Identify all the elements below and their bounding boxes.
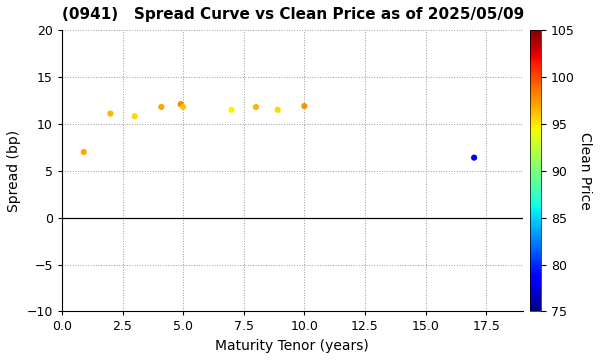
Point bbox=[251, 104, 260, 110]
X-axis label: Maturity Tenor (years): Maturity Tenor (years) bbox=[215, 339, 369, 353]
Point bbox=[130, 113, 139, 119]
Point bbox=[157, 104, 166, 110]
Point bbox=[227, 107, 236, 113]
Point bbox=[106, 111, 115, 116]
Text: (0941)   Spread Curve vs Clean Price as of 2025/05/09: (0941) Spread Curve vs Clean Price as of… bbox=[62, 7, 524, 22]
Y-axis label: Clean Price: Clean Price bbox=[578, 132, 592, 210]
Y-axis label: Spread (bp): Spread (bp) bbox=[7, 130, 21, 212]
Point bbox=[176, 101, 185, 107]
Point bbox=[299, 103, 309, 109]
Point bbox=[178, 104, 188, 110]
Point bbox=[273, 107, 283, 113]
Point bbox=[79, 149, 89, 155]
Point bbox=[469, 155, 479, 161]
